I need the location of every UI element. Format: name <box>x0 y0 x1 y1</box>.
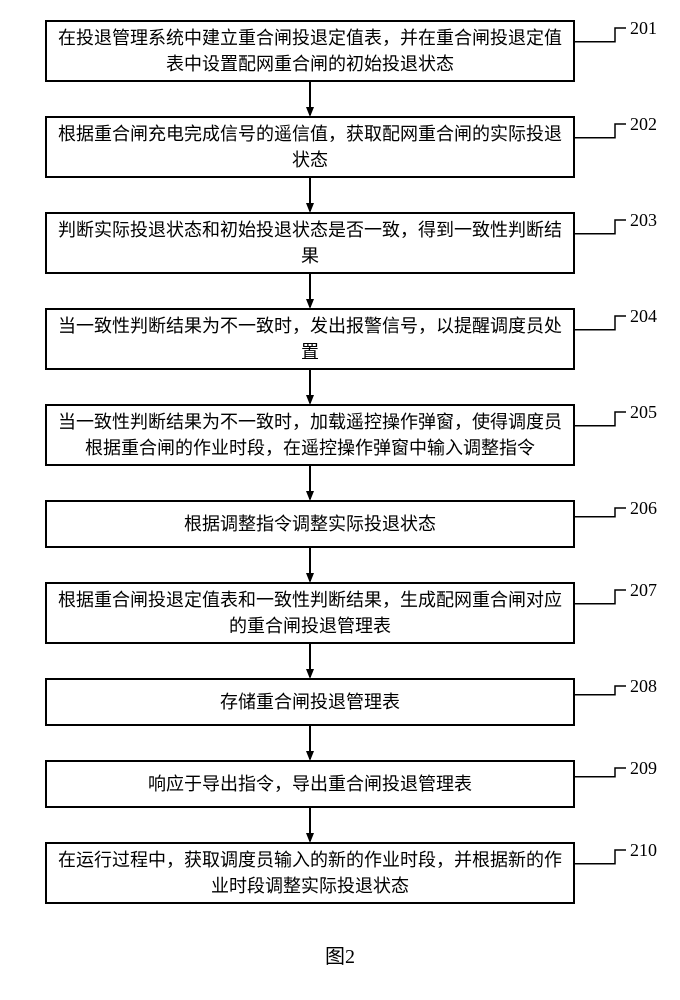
step-label: 204 <box>630 306 657 327</box>
leader-line <box>575 686 626 695</box>
step-box-203: 判断实际投退状态和初始投退状态是否一致，得到一致性判断结果 <box>45 212 575 274</box>
flowchart-canvas: 在投退管理系统中建立重合闸投退定值表，并在重合闸投退定值表中设置配网重合闸的初始… <box>0 0 680 1000</box>
step-box-210: 在运行过程中，获取调度员输入的新的作业时段，并根据新的作业时段调整实际投退状态 <box>45 842 575 904</box>
leader-line <box>575 508 626 517</box>
step-box-202: 根据重合闸充电完成信号的遥信值，获取配网重合闸的实际投退状态 <box>45 116 575 178</box>
step-label: 206 <box>630 498 657 519</box>
step-box-201: 在投退管理系统中建立重合闸投退定值表，并在重合闸投退定值表中设置配网重合闸的初始… <box>45 20 575 82</box>
step-text: 判断实际投退状态和初始投退状态是否一致，得到一致性判断结果 <box>57 217 563 269</box>
leader-line <box>575 28 626 42</box>
step-text: 根据调整指令调整实际投退状态 <box>184 511 436 537</box>
step-label: 205 <box>630 402 657 423</box>
leader-line <box>575 124 626 138</box>
leader-line <box>575 768 626 777</box>
step-label: 203 <box>630 210 657 231</box>
figure-caption-text: 图2 <box>325 946 355 968</box>
step-text: 当一致性判断结果为不一致时，发出报警信号，以提醒调度员处置 <box>57 313 563 365</box>
step-box-204: 当一致性判断结果为不一致时，发出报警信号，以提醒调度员处置 <box>45 308 575 370</box>
step-label: 202 <box>630 114 657 135</box>
step-label: 201 <box>630 18 657 39</box>
leader-line <box>575 590 626 604</box>
step-box-207: 根据重合闸投退定值表和一致性判断结果，生成配网重合闸对应的重合闸投退管理表 <box>45 582 575 644</box>
step-text: 响应于导出指令，导出重合闸投退管理表 <box>148 771 472 797</box>
step-box-206: 根据调整指令调整实际投退状态 <box>45 500 575 548</box>
step-text: 存储重合闸投退管理表 <box>220 689 400 715</box>
step-text: 在投退管理系统中建立重合闸投退定值表，并在重合闸投退定值表中设置配网重合闸的初始… <box>57 25 563 77</box>
step-text: 根据重合闸充电完成信号的遥信值，获取配网重合闸的实际投退状态 <box>57 121 563 173</box>
leader-line <box>575 220 626 234</box>
step-box-209: 响应于导出指令，导出重合闸投退管理表 <box>45 760 575 808</box>
step-box-205: 当一致性判断结果为不一致时，加载遥控操作弹窗，使得调度员根据重合闸的作业时段，在… <box>45 404 575 466</box>
step-label: 208 <box>630 676 657 697</box>
step-text: 当一致性判断结果为不一致时，加载遥控操作弹窗，使得调度员根据重合闸的作业时段，在… <box>57 409 563 461</box>
step-box-208: 存储重合闸投退管理表 <box>45 678 575 726</box>
step-label: 207 <box>630 580 657 601</box>
figure-caption: 图2 <box>0 940 680 969</box>
step-label: 209 <box>630 758 657 779</box>
step-text: 在运行过程中，获取调度员输入的新的作业时段，并根据新的作业时段调整实际投退状态 <box>57 847 563 899</box>
leader-line <box>575 412 626 426</box>
step-label: 210 <box>630 840 657 861</box>
leader-line <box>575 316 626 330</box>
leader-line <box>575 850 626 864</box>
step-text: 根据重合闸投退定值表和一致性判断结果，生成配网重合闸对应的重合闸投退管理表 <box>57 587 563 639</box>
